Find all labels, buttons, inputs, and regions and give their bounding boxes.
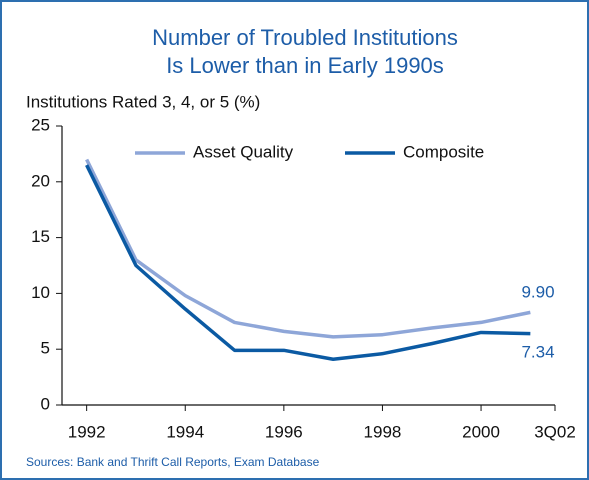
y-tick-label: 0 [41, 394, 50, 413]
annotation: 7.34 [521, 342, 554, 361]
legend-label: Composite [403, 142, 484, 161]
y-tick-label: 25 [31, 115, 50, 134]
chart-title: Number of Troubled Institutions [152, 25, 458, 50]
x-tick-label: 1994 [166, 422, 204, 441]
line-series [85, 158, 531, 339]
y-tick-label: 20 [31, 171, 50, 190]
source-note: Sources: Bank and Thrift Call Reports, E… [26, 455, 320, 469]
legend-label: Asset Quality [193, 142, 294, 161]
x-tick-label: 3Q02 [534, 422, 576, 441]
y-axis-label: Institutions Rated 3, 4, or 5 (%) [26, 92, 260, 111]
y-tick-label: 15 [31, 227, 50, 246]
line-series [85, 164, 531, 361]
annotation: 9.90 [521, 282, 554, 301]
y-tick-label: 5 [41, 339, 50, 358]
y-tick-label: 10 [31, 283, 50, 302]
x-tick-label: 1998 [364, 422, 402, 441]
x-tick-label: 1996 [265, 422, 303, 441]
x-tick-label: 2000 [462, 422, 500, 441]
x-tick-label: 1992 [68, 422, 106, 441]
chart-title: Is Lower than in Early 1990s [166, 53, 444, 78]
